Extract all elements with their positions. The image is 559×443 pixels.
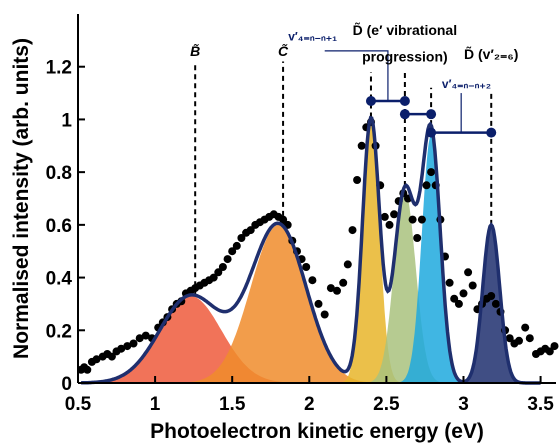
data-point-64 — [385, 220, 394, 229]
data-point-94 — [525, 334, 534, 343]
data-point-80 — [459, 289, 468, 298]
data-point-53 — [333, 286, 341, 295]
data-point-3 — [83, 365, 92, 374]
annotation-labels: D̃ (e′ vibrational progression) D̃ (v′₂₌… — [190, 21, 518, 91]
y-tick-label-1: 0 — [61, 374, 72, 395]
progression-label-line2: progression) — [362, 48, 448, 64]
data-point-57 — [353, 176, 362, 184]
data-point-12 — [129, 339, 138, 348]
y-tick-label-6: 1 — [61, 110, 72, 131]
vib-label-n-n1: v′₄₌ₙ₋ₙ₊₁ — [288, 29, 337, 43]
data-point-93 — [521, 323, 530, 332]
gaussian-components — [78, 119, 526, 384]
x-tick-label-6: 3 — [458, 394, 469, 415]
data-point-56 — [348, 226, 357, 235]
data-point-5 — [92, 355, 101, 364]
data-point-8 — [107, 352, 116, 361]
data-point-54 — [339, 278, 348, 287]
data-point-86 — [487, 292, 496, 300]
data-point-65 — [390, 210, 399, 219]
data-point-55 — [343, 260, 352, 269]
x-tick-label-3: 1.5 — [219, 394, 246, 415]
band-label-2: C̃ — [278, 42, 289, 59]
axes: 0.5 1 1.5 2 2.5 3 3.5 0 0.2 0.4 0.6 0.8 1 1.2 — [46, 14, 556, 415]
x-axis-title: Photoelectron kinetic energy (eV) — [150, 420, 484, 443]
y-tick-label-2: 0.2 — [46, 321, 72, 342]
dashed-markers — [194, 61, 493, 296]
bracket-end-left-2 — [399, 109, 410, 120]
gaussian-component-1 — [78, 296, 314, 383]
bracket-end-right-1 — [399, 95, 410, 106]
vib-label-n-n2: v′₄₌ₙ₋ₙ₊₂ — [442, 77, 491, 91]
data-point-34 — [237, 234, 246, 242]
gaussian-component-2 — [167, 224, 390, 383]
progression-label-line1: D̃ (e′ vibrational — [353, 21, 458, 38]
data-point-90 — [505, 334, 514, 343]
x-tick-label-7: 3.5 — [527, 394, 554, 415]
gaussian-component-3 — [337, 119, 405, 384]
data-point-79 — [454, 299, 463, 308]
data-point-36 — [246, 226, 255, 235]
data-point-43 — [279, 215, 288, 224]
experimental-points — [77, 118, 559, 374]
data-point-51 — [320, 310, 329, 319]
data-point-11 — [123, 342, 132, 351]
data-point-81 — [464, 268, 473, 277]
vib-leader-1 — [324, 50, 389, 101]
data-point-31 — [223, 255, 232, 264]
x-tick-label-5: 2.5 — [373, 394, 400, 415]
data-point-78 — [450, 294, 459, 303]
data-point-92 — [515, 336, 523, 345]
y-tick-label-5: 0.8 — [46, 163, 72, 184]
data-point-33 — [232, 241, 241, 250]
data-point-77 — [445, 278, 454, 287]
data-point-10 — [117, 344, 126, 353]
bracket-end-left-1 — [365, 95, 376, 106]
bracket-end-left-3 — [426, 127, 437, 138]
gaussian-component-4 — [361, 190, 449, 383]
data-point-72 — [422, 181, 431, 190]
data-point-14 — [141, 331, 150, 340]
data-point-30 — [218, 263, 227, 271]
x-tick-label-2: 1 — [150, 394, 161, 415]
bracket-end-right-2 — [426, 109, 437, 120]
data-point-70 — [413, 234, 422, 242]
data-point-28 — [209, 273, 218, 282]
data-point-73 — [427, 168, 436, 177]
gaussian-component-5 — [394, 135, 469, 383]
y-axis-title: Normalised intensity (arb. units) — [10, 38, 33, 359]
y-tick-label-3: 0.4 — [46, 269, 73, 290]
data-point-69 — [408, 215, 417, 224]
data-point-87 — [491, 299, 500, 308]
band-label-1: B̃ — [190, 42, 200, 59]
gaussian-component-6 — [457, 224, 526, 383]
data-point-13 — [135, 334, 144, 343]
data-point-52 — [326, 284, 335, 293]
y-tick-label-4: 0.6 — [46, 216, 72, 237]
d-tilde-v2-label: D̃ (v′₂₌₆) — [464, 45, 518, 62]
data-point-99 — [550, 342, 559, 351]
data-point-71 — [417, 215, 426, 224]
data-point-50 — [314, 299, 323, 308]
y-tick-label-7: 1.2 — [46, 58, 72, 79]
data-point-82 — [468, 281, 477, 290]
data-point-49 — [308, 276, 317, 285]
vibrational-brackets — [324, 50, 497, 138]
data-point-32 — [228, 247, 237, 256]
data-point-58 — [357, 141, 366, 150]
data-point-98 — [545, 347, 554, 356]
data-point-63 — [380, 212, 389, 221]
data-point-29 — [214, 268, 223, 277]
x-tick-label-1: 0.5 — [65, 394, 92, 415]
bracket-end-right-3 — [486, 127, 497, 138]
x-tick-label-4: 2 — [304, 394, 315, 415]
data-point-48 — [302, 263, 311, 271]
